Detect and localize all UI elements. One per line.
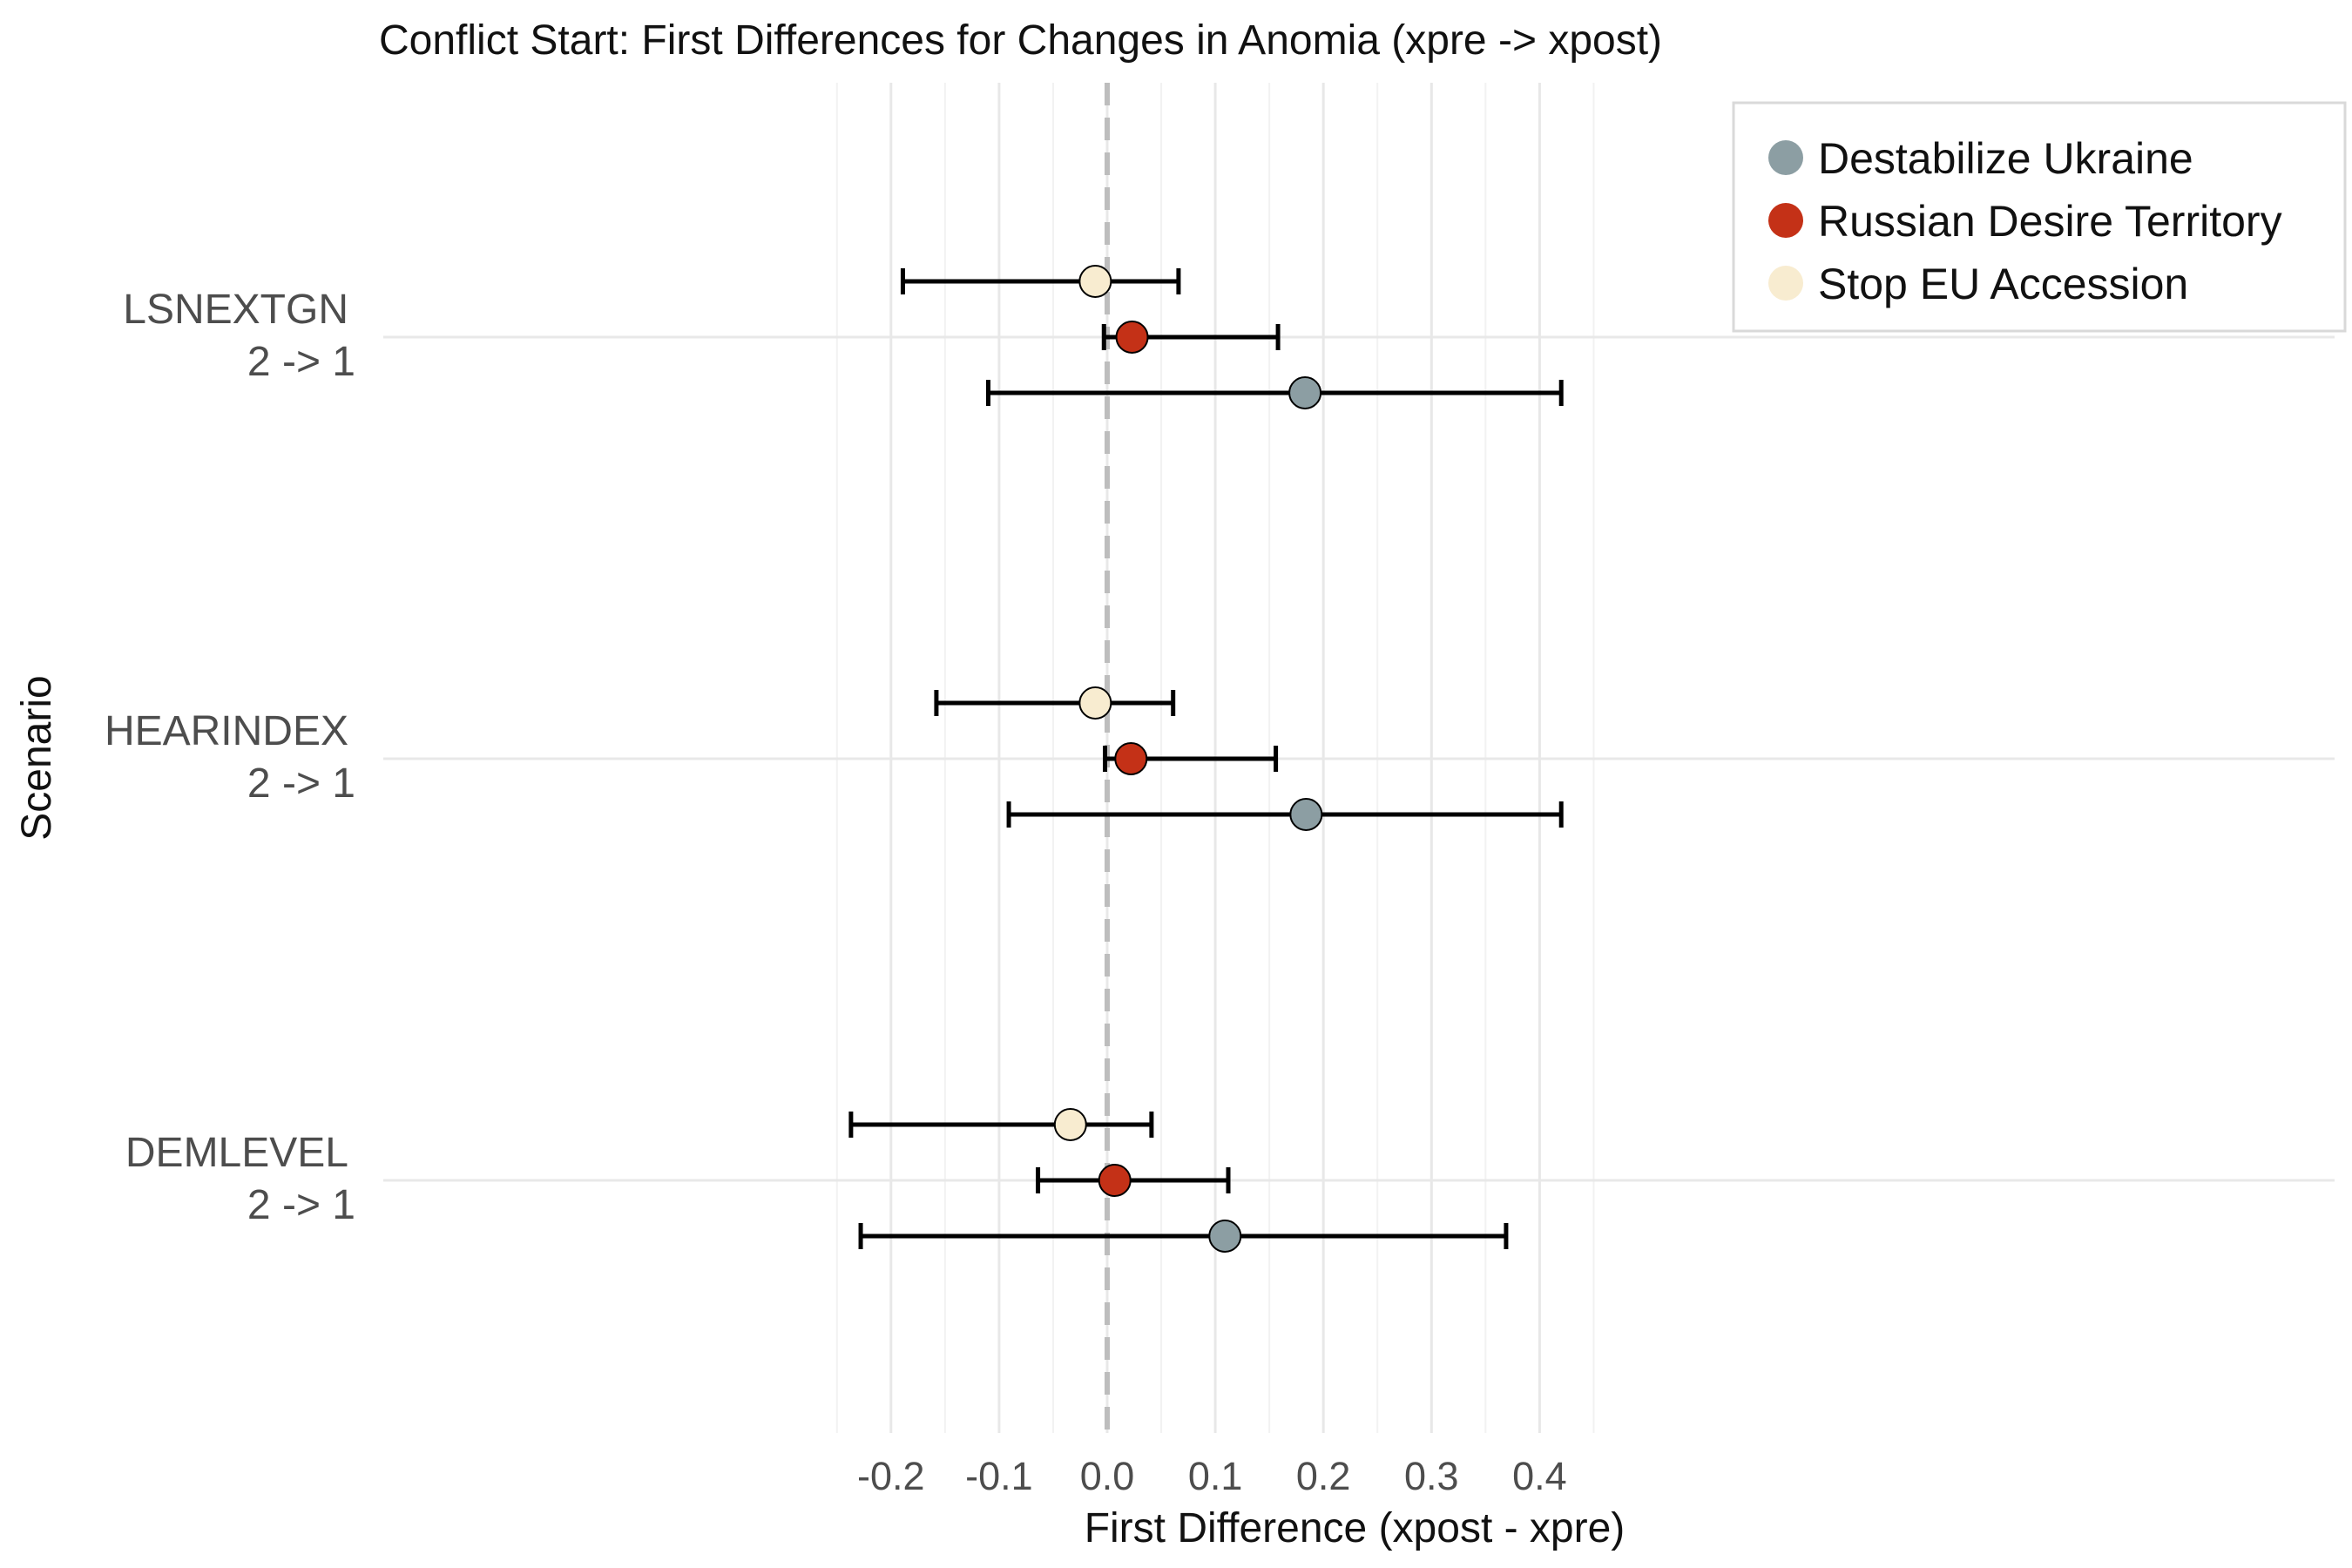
point-stop-eu-accession: [1078, 265, 1112, 298]
x-tick-label: -0.1: [965, 1454, 1033, 1498]
x-tick-label: -0.2: [857, 1454, 925, 1498]
point-destabilize-ukraine: [1288, 376, 1322, 409]
point-russian-desire-territory: [1114, 742, 1148, 775]
point-russian-desire-territory: [1098, 1164, 1132, 1197]
category-label-name: LSNEXTGN: [123, 287, 348, 333]
category-label-change: 2 -> 1: [247, 760, 355, 807]
y-axis-title: Scenario: [14, 675, 60, 840]
legend-key-destabilize-ukraine: [1768, 140, 1803, 175]
category-label-name: DEMLEVEL: [125, 1130, 348, 1176]
point-destabilize-ukraine: [1208, 1220, 1242, 1253]
legend-label-russian-desire-territory: Russian Desire Territory: [1818, 197, 2282, 246]
x-tick-label: 0.1: [1188, 1454, 1243, 1498]
legend: Destabilize Ukraine Russian Desire Territ…: [1732, 101, 2347, 333]
x-tick-labels: -0.2 -0.1 0.0 0.1 0.2 0.3 0.4: [857, 1454, 1567, 1498]
legend-key-russian-desire-territory: [1768, 203, 1803, 238]
legend-box: [1732, 101, 2347, 333]
x-tick-label: 0.4: [1512, 1454, 1567, 1498]
point-stop-eu-accession: [1078, 686, 1112, 720]
point-destabilize-ukraine: [1289, 798, 1323, 831]
legend-key-stop-eu-accession: [1768, 266, 1803, 301]
category-label-name: HEARINDEX: [105, 708, 348, 754]
chart-title: Conflict Start: First Differences for Ch…: [379, 17, 1662, 64]
x-tick-label: 0.3: [1404, 1454, 1459, 1498]
category-labels: LSNEXTGN 2 -> 1 HEARINDEX 2 -> 1 DEMLEVEL 2 -…: [105, 287, 355, 1228]
legend-label-destabilize-ukraine: Destabilize Ukraine: [1818, 134, 2193, 183]
point-russian-desire-territory: [1115, 321, 1149, 354]
legend-label-stop-eu-accession: Stop EU Accession: [1818, 260, 2188, 308]
category-label-change: 2 -> 1: [247, 339, 355, 385]
x-tick-label: 0.0: [1080, 1454, 1135, 1498]
category-label-change: 2 -> 1: [247, 1182, 355, 1228]
point-stop-eu-accession: [1053, 1108, 1087, 1141]
x-axis-title: First Difference (xpost - xpre): [1085, 1505, 1625, 1551]
x-tick-label: 0.2: [1296, 1454, 1351, 1498]
chart-marks: [848, 265, 1564, 1253]
